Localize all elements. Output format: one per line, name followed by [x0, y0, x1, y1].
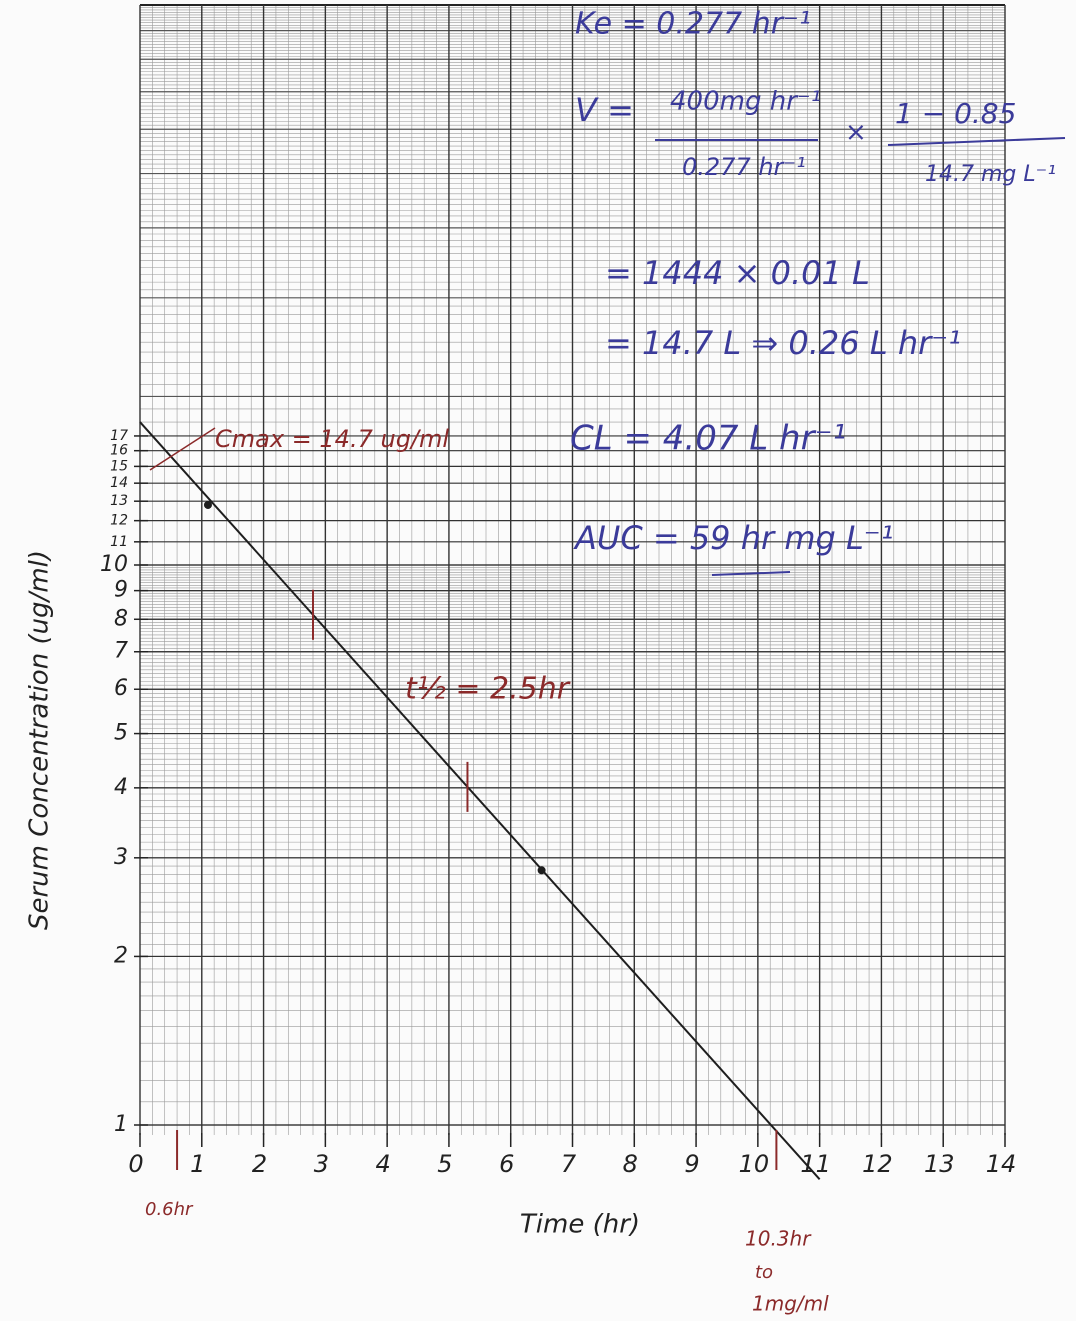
y-tick-label: 13 — [110, 493, 128, 509]
annotation: 1mg/ml — [752, 1292, 829, 1316]
fit-line — [139, 421, 821, 1180]
y-tick-label: 17 — [110, 428, 128, 444]
underline — [711, 571, 791, 576]
x-tick-label: 7 — [561, 1150, 577, 1178]
x-tick-label: 5 — [437, 1150, 452, 1178]
y-tick-label: 15 — [110, 458, 128, 474]
y-tick-label: 8 — [114, 606, 128, 631]
y-tick-label: 3 — [114, 845, 128, 870]
leader-line — [149, 427, 216, 471]
x-tick-label: 10 — [739, 1150, 770, 1178]
annotation: 10.3hr — [745, 1227, 812, 1251]
y-tick-label: 7 — [114, 639, 128, 664]
y-tick-label: 9 — [114, 578, 128, 603]
annotation: 0.277 hr⁻¹ — [682, 153, 806, 181]
annotation: V = — [575, 91, 634, 129]
y-tick-label: 12 — [110, 513, 128, 529]
y-tick-label: 10 — [100, 552, 128, 577]
x-tick-label: 6 — [499, 1150, 514, 1178]
annotation: = 1444 × 0.01 L — [605, 254, 870, 292]
x-tick-label: 14 — [986, 1150, 1017, 1178]
annotation: AUC = 59 hr mg L⁻¹ — [573, 519, 894, 557]
data-point — [537, 866, 546, 875]
y-tick-label: 2 — [114, 943, 128, 968]
annotation: 14.7 mg L⁻¹ — [925, 162, 1056, 187]
y-tick-label: 11 — [110, 534, 128, 550]
annotation: 400mg hr⁻¹ — [670, 87, 821, 117]
annotation: CL = 4.07 L hr⁻¹ — [570, 419, 846, 459]
y-axis-label: Serum Concentration (ug/ml) — [25, 550, 55, 930]
annotation: Cmax = 14.7 ug/ml — [215, 425, 449, 453]
grid — [139, 4, 1006, 1135]
y-tick-label: 6 — [114, 676, 128, 701]
annotation: 1 − 0.85 — [895, 97, 1016, 130]
x-tick-label: 12 — [862, 1150, 893, 1178]
y-tick-label: 16 — [110, 443, 128, 459]
x-axis-label: Time (hr) — [520, 1210, 640, 1240]
annotation: t½ = 2.5hr — [405, 672, 571, 707]
annotation: Ke = 0.277 hr⁻¹ — [575, 7, 811, 42]
x-tick-label: 8 — [623, 1150, 638, 1178]
data-point — [203, 500, 212, 509]
x-tick-label: 4 — [376, 1150, 391, 1178]
fraction-bar — [887, 137, 1066, 146]
x-tick-label: 13 — [924, 1150, 955, 1178]
annotation: to — [755, 1262, 773, 1283]
annotation: 0.6hr — [145, 1199, 194, 1220]
x-tick-label: 2 — [252, 1150, 267, 1178]
y-tick-label: 1 — [114, 1112, 128, 1137]
x-tick-label: 0 — [128, 1150, 143, 1178]
x-tick-label: 9 — [684, 1150, 699, 1178]
x-tick-label: 3 — [314, 1150, 329, 1178]
y-tick-label: 4 — [114, 775, 128, 800]
y-tick-label: 14 — [110, 475, 128, 491]
annotation: × — [845, 118, 867, 148]
annotation: = 14.7 L ⇒ 0.26 L hr⁻¹ — [605, 324, 961, 362]
x-tick-label: 1 — [190, 1150, 205, 1178]
y-tick-label: 5 — [114, 721, 128, 746]
